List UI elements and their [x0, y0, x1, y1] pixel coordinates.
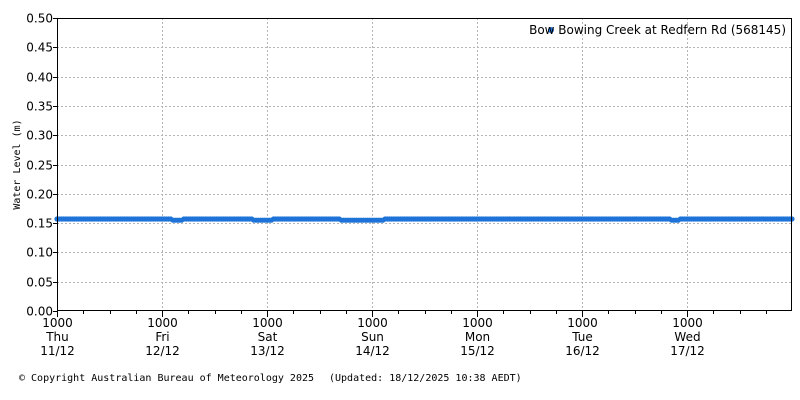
plot-border [57, 18, 792, 311]
x-tick-label: Wed [674, 330, 700, 344]
y-axis: 0.00 0.05 0.10 0.15 0.20 0.25 0.30 0.35 0.40 0.45… [26, 12, 57, 319]
y-tick-label: 0.40 [26, 71, 53, 85]
x-tick-label: 14/12 [355, 344, 390, 358]
x-tick-label: 1000 [672, 316, 703, 330]
y-tick-label: 0.30 [26, 129, 53, 143]
updated-timestamp: (Updated: 18/12/2025 10:38 AEDT) [329, 373, 522, 384]
y-tick-label: 0.50 [26, 12, 53, 26]
legend: Bow Bowing Creek at Redfern Rd (568145) [529, 23, 786, 37]
x-tick-label: 1000 [462, 316, 493, 330]
x-tick-label: 11/12 [40, 344, 75, 358]
y-tick-label: 0.00 [26, 305, 53, 319]
y-tick-label: 0.05 [26, 276, 53, 290]
legend-label: Bow Bowing Creek at Redfern Rd (568145) [529, 23, 786, 37]
x-tick-label: Thu [45, 330, 69, 344]
data-series [54, 216, 795, 223]
x-tick-label: Sat [258, 330, 278, 344]
y-tick-label: 0.15 [26, 217, 53, 231]
y-tick-label: 0.45 [26, 41, 53, 55]
copyright-notice: © Copyright Australian Bureau of Meteoro… [19, 373, 315, 384]
x-tick-label: Mon [465, 330, 490, 344]
x-tick-label: Fri [155, 330, 169, 344]
legend-marker [548, 27, 554, 33]
x-tick-label: 1000 [147, 316, 178, 330]
x-tick-label: 1000 [42, 316, 73, 330]
x-tick-label: Sun [361, 330, 384, 344]
x-tick-label: 13/12 [250, 344, 285, 358]
x-tick-label: 1000 [252, 316, 283, 330]
y-axis-title: Water Level (m) [12, 119, 23, 209]
x-tick-label: 17/12 [670, 344, 705, 358]
x-tick-label: 12/12 [145, 344, 180, 358]
x-tick-label: Tue [571, 330, 593, 344]
x-tick-label: 16/12 [565, 344, 600, 358]
y-tick-label: 0.10 [26, 246, 53, 260]
grid-lines [57, 18, 792, 311]
x-tick-label: 1000 [567, 316, 598, 330]
y-tick-label: 0.25 [26, 159, 53, 173]
x-tick-label: 15/12 [460, 344, 495, 358]
y-tick-label: 0.20 [26, 188, 53, 202]
x-tick-label: 1000 [357, 316, 388, 330]
y-tick-label: 0.35 [26, 100, 53, 114]
x-axis: 1000Thu11/121000Fri12/121000Sat13/121000… [40, 311, 767, 358]
